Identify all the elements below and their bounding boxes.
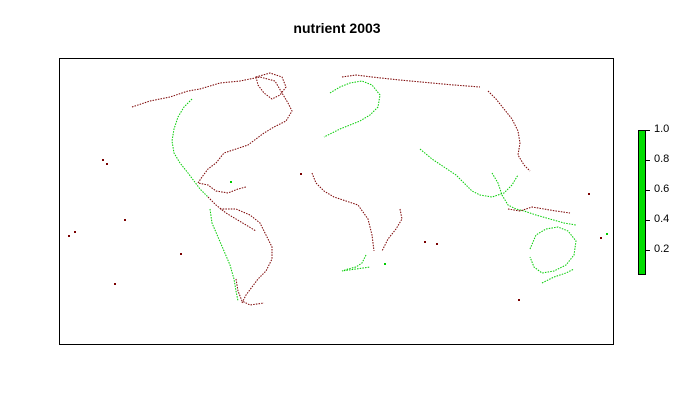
legend-tick-label: 0.8	[654, 153, 670, 166]
coast-africa-east	[381, 208, 403, 252]
island-dot	[74, 231, 76, 233]
island-dot	[68, 235, 70, 237]
island-dot	[606, 233, 608, 235]
coast-south-america-west	[209, 208, 239, 302]
coast-north-america-west	[171, 98, 209, 198]
legend-tick	[645, 190, 650, 192]
coast-south-america-south	[235, 278, 265, 306]
island-dot	[588, 193, 590, 195]
coast-south-america-east	[220, 208, 273, 304]
island-dot	[180, 253, 182, 255]
legend-color-bar	[638, 130, 646, 275]
legend-tick-label: 1.0	[654, 123, 670, 135]
coast-indonesia	[507, 206, 571, 214]
legend-tick	[645, 220, 650, 222]
legend-tick-label: 0.2	[654, 243, 670, 256]
world-coastline-map	[68, 72, 608, 306]
legend-tick	[645, 130, 650, 131]
coast-asia-east	[487, 90, 531, 172]
legend-tick	[645, 250, 650, 252]
color-legend: 1.0 0.8 0.6 0.4 0.2	[636, 124, 696, 275]
coast-new-zealand	[541, 268, 575, 284]
coast-greenland	[255, 72, 287, 100]
island-dot	[424, 241, 426, 243]
island-dot	[436, 243, 438, 245]
island-dot	[518, 299, 520, 301]
coast-africa-south	[341, 254, 371, 272]
coast-australia	[529, 226, 577, 274]
coast-north-america	[131, 76, 293, 194]
island-dot	[300, 173, 302, 175]
coast-asia-south	[419, 148, 519, 198]
legend-tick-label: 0.4	[654, 213, 670, 226]
coast-europe-north	[341, 74, 481, 88]
map-title: nutrient 2003	[293, 20, 381, 36]
legend-tick-label: 0.6	[654, 183, 670, 196]
legend-tick	[645, 160, 650, 162]
coast-southeast-asia	[491, 172, 577, 226]
island-dot	[384, 263, 386, 265]
island-dot	[600, 237, 602, 239]
island-dot	[114, 283, 116, 285]
map-panel	[59, 58, 614, 345]
island-dot	[124, 219, 126, 221]
island-dot	[230, 181, 232, 183]
island-dot	[102, 159, 104, 161]
coast-central-america	[207, 196, 257, 232]
coast-africa-west	[311, 172, 375, 252]
island-dot	[106, 163, 108, 165]
coast-europe	[323, 80, 381, 138]
